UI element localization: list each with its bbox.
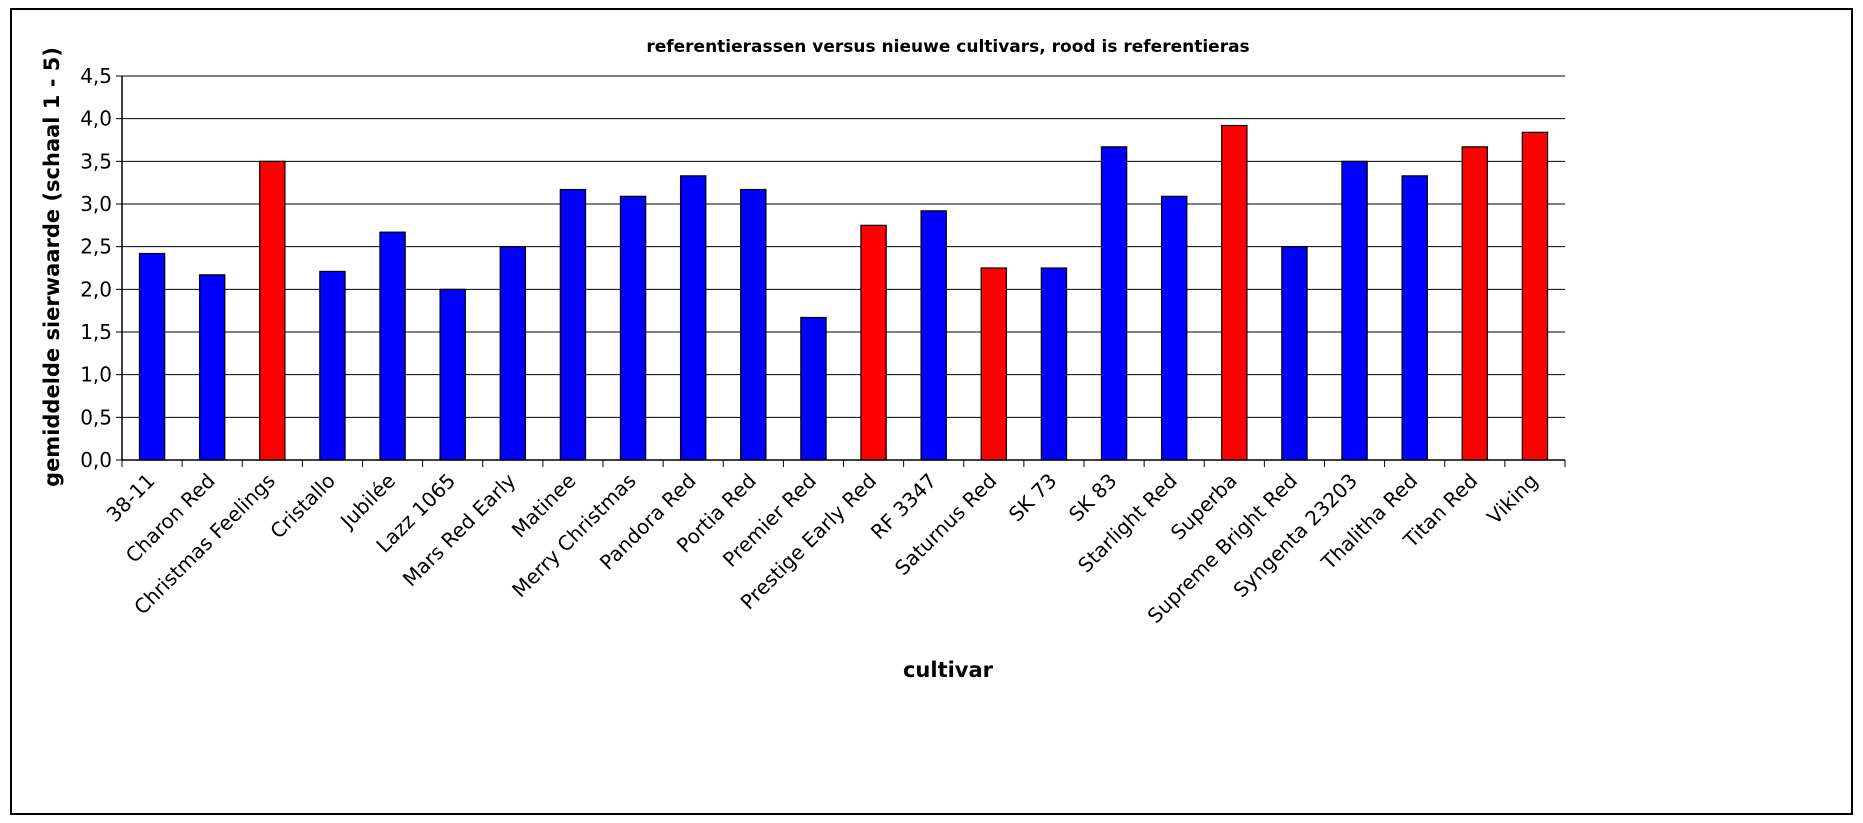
bar-cristallo xyxy=(319,270,346,461)
gridlines xyxy=(122,75,1565,418)
bar-supreme-bright-red xyxy=(1281,246,1308,461)
x-axis-title: cultivar xyxy=(903,658,994,682)
bar-jubil-e xyxy=(379,231,406,461)
bar-matinee xyxy=(559,188,587,461)
bar-sk-83 xyxy=(1100,146,1128,461)
bar-prestige-early-red xyxy=(860,224,887,461)
y-tick-label: 0,5 xyxy=(80,405,112,429)
chart-title: referentierassen versus nieuwe cultivars… xyxy=(646,37,1249,57)
bar-charon-red xyxy=(198,274,226,461)
x-tick-label: Cristallo xyxy=(265,469,340,544)
bar-merry-christmas xyxy=(619,195,647,461)
y-tick-label: 4,5 xyxy=(80,64,112,88)
bars xyxy=(138,124,1549,461)
x-tick-label: 38-11 xyxy=(102,469,160,527)
bar-sk-73 xyxy=(1040,267,1068,461)
y-tick-label: 3,0 xyxy=(80,192,112,216)
bar-christmas-feelings xyxy=(259,160,286,461)
bar-chart: referentierassen versus nieuwe cultivars… xyxy=(40,37,1566,682)
bar-rf-3347 xyxy=(920,210,947,461)
bar-saturnus-red xyxy=(980,267,1008,461)
y-tick-label: 0,0 xyxy=(80,448,112,472)
y-tick-label: 3,5 xyxy=(80,149,112,173)
y-tick-label: 1,5 xyxy=(80,320,112,344)
x-tick-label: Mars Red Early xyxy=(398,468,521,591)
bar-mars-red-early xyxy=(499,246,527,461)
bar-titan-red xyxy=(1461,146,1489,461)
x-tick-label: Viking xyxy=(1482,469,1542,529)
x-tick-label: SK 83 xyxy=(1064,469,1122,527)
y-tick-label: 4,0 xyxy=(80,107,112,131)
bar-thalitha-red xyxy=(1401,175,1428,461)
bar-starlight-red xyxy=(1160,195,1188,461)
bar-premier-red xyxy=(800,316,827,461)
y-tick-label: 2,5 xyxy=(80,235,112,259)
bar-38-11 xyxy=(138,252,166,461)
axes xyxy=(116,75,1566,467)
bar-viking xyxy=(1521,131,1549,461)
bar-lazz-1065 xyxy=(439,288,466,461)
chart-frame: referentierassen versus nieuwe cultivars… xyxy=(10,8,1853,815)
y-axis-title: gemiddelde sierwaarde (schaal 1 - 5) xyxy=(40,47,64,487)
y-tick-label: 2,0 xyxy=(80,277,112,301)
bar-superba xyxy=(1221,124,1248,461)
y-tick-label: 1,0 xyxy=(80,363,112,387)
bar-portia-red xyxy=(740,188,767,461)
y-tick-labels: 0,0 0,5 1,0 1,5 2,0 2,5 3,0 3,5 4,0 4,5 xyxy=(80,64,112,472)
x-tick-label: SK 73 xyxy=(1004,469,1062,527)
bar-pandora-red xyxy=(679,175,707,461)
bar-syngenta-23203 xyxy=(1341,160,1368,461)
